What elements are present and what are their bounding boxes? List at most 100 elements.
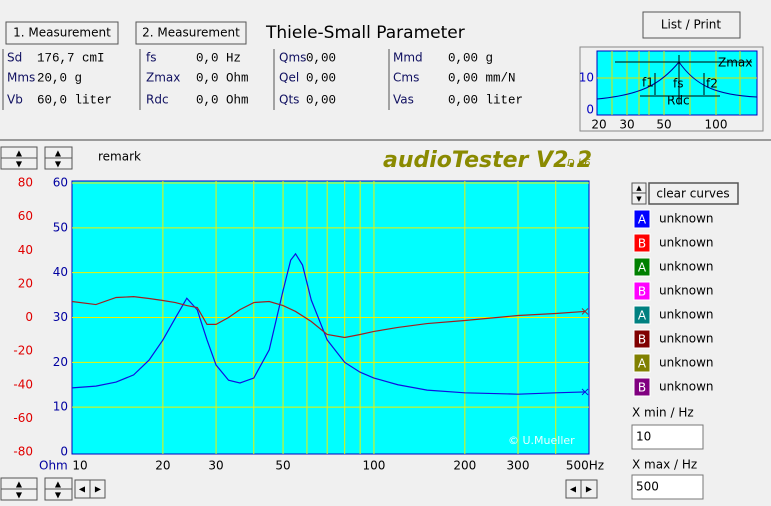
slot-box: [633, 329, 651, 349]
button-label: 2. Measurement: [142, 26, 240, 40]
thumbnail-label: Zmax: [718, 56, 752, 70]
svg-text:◀: ◀: [570, 485, 577, 494]
y2-tick-label: 20: [18, 276, 33, 290]
parameter-value: 0,0 Hz: [196, 51, 241, 65]
parameter-value: 0,00: [306, 93, 336, 107]
curve: [71, 296, 586, 339]
parameter-label: Qts: [279, 93, 299, 107]
svg-text:▲: ▲: [636, 184, 642, 192]
thumbnail-x-tick: 100: [705, 118, 728, 132]
input-value: 500: [636, 480, 659, 494]
slot-letter: A: [638, 309, 647, 323]
slot-box: [633, 209, 651, 229]
slot-text: unknown: [659, 356, 714, 370]
spinner[interactable]: ▲▼: [44, 477, 73, 501]
slot-box: [633, 233, 651, 253]
y2-tick-label: 0: [25, 310, 33, 324]
parameter-label: Mmd: [393, 51, 423, 65]
y-tick-label: 40: [53, 265, 68, 279]
spinner[interactable]: ▲▼: [631, 182, 647, 205]
clear-curves-button[interactable]: clear curves: [648, 182, 739, 205]
parameter-value: 0,00 liter: [448, 93, 523, 107]
list-print-button[interactable]: List / Print: [642, 11, 741, 39]
slot-text: unknown: [659, 236, 714, 250]
measurement-2-button[interactable]: 2. Measurement: [135, 21, 247, 45]
slot-text: unknown: [659, 332, 714, 346]
y2-tick-label: -80: [13, 445, 33, 459]
y-tick-label: 30: [53, 310, 68, 324]
y2-tick-label: 80: [18, 176, 33, 190]
parameter-label: Mms: [7, 71, 35, 85]
button-label: 1. Measurement: [13, 26, 111, 40]
slot-text: unknown: [659, 284, 714, 298]
parameter-value: 20,0 g: [37, 71, 82, 85]
parameter-label: Rdc: [146, 93, 169, 107]
x-max-label: X max / Hz: [632, 458, 697, 472]
thumbnail-label: fs: [673, 77, 683, 91]
svg-text:▼: ▼: [55, 160, 62, 169]
y-tick-label: 50: [53, 220, 68, 234]
svg-text:◀: ◀: [79, 485, 86, 494]
button-label: clear curves: [656, 187, 729, 201]
thumbnail-label: f2: [706, 77, 718, 91]
parameter-value: 60,0 liter: [37, 93, 112, 107]
thumbnail-x-tick: 30: [619, 118, 634, 132]
parameter-value: 0,00: [306, 51, 336, 65]
parameter-label: Qel: [279, 71, 299, 85]
y-tick-label: 0: [60, 445, 68, 459]
end-marker: [581, 388, 589, 396]
y2-tick-label: 40: [18, 243, 33, 257]
thumbnail: Zmax f1 fs f2 Rdc 10 0 20 30 50 100: [579, 46, 764, 132]
slot-text: unknown: [659, 212, 714, 226]
slot-letter: A: [638, 261, 647, 275]
measurement-1-button[interactable]: 1. Measurement: [5, 21, 119, 45]
x-tick-label: 20: [155, 459, 170, 473]
x-min-input[interactable]: 10: [631, 424, 704, 450]
svg-text:▼: ▼: [16, 491, 23, 500]
thumbnail-y-tick: 10: [579, 71, 594, 85]
x-max-input[interactable]: 500: [631, 474, 704, 500]
parameter-label: Vas: [393, 93, 414, 107]
scroll-buttons[interactable]: ◀ ▶: [565, 479, 598, 499]
button-label: List / Print: [661, 18, 722, 32]
slot-letter: B: [638, 237, 646, 251]
svg-text:▼: ▼: [55, 491, 62, 500]
slot-letter: A: [638, 213, 647, 227]
x-tick-label: 10: [72, 459, 87, 473]
svg-text:▲: ▲: [16, 480, 23, 489]
slot-letter: A: [638, 357, 647, 371]
spinner[interactable]: ▲▼: [44, 146, 73, 170]
curve: [71, 252, 586, 395]
thumbnail-x-tick: 50: [656, 118, 671, 132]
watermark: © U.Mueller: [508, 434, 575, 447]
y2-tick-label: 60: [18, 209, 33, 223]
slot-box: [633, 353, 651, 373]
y2-tick-label: -20: [13, 344, 33, 358]
x-tick-label: 500Hz: [566, 459, 604, 473]
parameter-value: 0,0 Ohm: [196, 71, 249, 85]
x-tick-label: 200: [453, 459, 476, 473]
spinner[interactable]: ▲▼: [0, 146, 38, 170]
parameter-value: 0,0 Ohm: [196, 93, 249, 107]
scroll-buttons[interactable]: ◀ ▶: [74, 479, 106, 499]
slot-letter: B: [638, 285, 646, 299]
y-tick-label: 60: [53, 176, 68, 190]
svg-text:▲: ▲: [55, 480, 62, 489]
svg-text:▼: ▼: [16, 160, 23, 169]
parameter-value: 0,00 g: [448, 51, 493, 65]
slot-text: unknown: [659, 260, 714, 274]
spinner[interactable]: ▲▼: [0, 477, 38, 501]
remark-label: remark: [98, 150, 141, 164]
slot-box: [633, 377, 651, 397]
end-marker: [581, 308, 589, 315]
slot-letter: B: [638, 381, 646, 395]
thumbnail-label: f1: [642, 76, 654, 90]
parameter-label: Qms: [279, 51, 306, 65]
x-min-label: X min / Hz: [632, 406, 694, 420]
parameter-label: Sd: [7, 51, 22, 65]
thumbnail-x-tick: 20: [591, 118, 606, 132]
